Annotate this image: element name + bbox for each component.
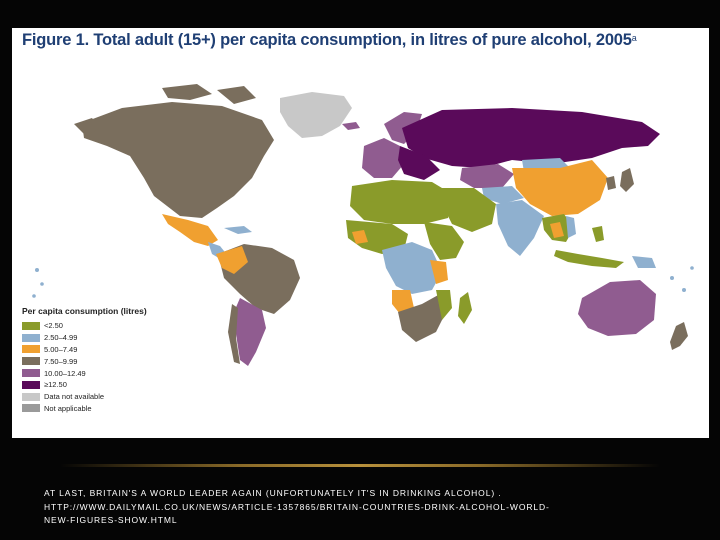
legend-item: Not applicable: [22, 403, 147, 415]
region-alaska: [74, 118, 100, 136]
legend-label: <2.50: [44, 321, 63, 331]
region-vietnam: [566, 216, 576, 238]
region-argentina: [234, 298, 266, 366]
region-iceland: [342, 122, 360, 130]
legend-swatch: [22, 369, 40, 378]
region-japan: [620, 168, 634, 192]
legend-swatch: [22, 380, 40, 389]
region-andes-north: [216, 246, 248, 274]
region-korea: [606, 176, 616, 190]
legend-item: <2.50: [22, 320, 147, 332]
region-central-asia: [460, 164, 514, 188]
region-png: [632, 256, 656, 268]
region-arctic-islands: [162, 84, 256, 104]
figure-panel: Figure 1. Total adult (15+) per capita c…: [12, 28, 709, 438]
region-mozambique: [436, 290, 452, 320]
region-madagascar: [458, 292, 472, 324]
slide-caption: AT LAST, BRITAIN'S A WORLD LEADER AGAIN …: [44, 487, 644, 528]
caption-url-line[interactable]: NEW-FIGURES-SHOW.HTML: [44, 515, 178, 525]
divider-rule: [60, 464, 660, 467]
region-caribbean: [224, 226, 252, 234]
legend-item: 5.00–7.49: [22, 344, 147, 356]
region-west-africa-orange: [352, 230, 368, 244]
region-eastern-europe: [398, 146, 440, 180]
map-legend: Per capita consumption (litres) <2.50 2.…: [22, 306, 147, 414]
region-southern-africa: [398, 294, 448, 342]
region-indonesia: [554, 250, 624, 268]
figure-title-text: Figure 1. Total adult (15+) per capita c…: [22, 31, 632, 49]
region-mexico: [162, 214, 218, 246]
legend-label: ≥12.50: [44, 380, 67, 390]
legend-item: 10.00–12.49: [22, 367, 147, 379]
region-greenland: [280, 92, 352, 138]
title-footnote-marker: a: [631, 33, 637, 43]
legend-item: ≥12.50: [22, 379, 147, 391]
region-north-america: [82, 102, 274, 218]
region-australia: [578, 280, 656, 336]
caption-line: AT LAST, BRITAIN'S A WORLD LEADER AGAIN …: [44, 488, 502, 498]
legend-swatch: [22, 392, 40, 401]
region-new-zealand: [670, 322, 688, 350]
region-west-africa: [346, 220, 408, 254]
legend-label: 10.00–12.49: [44, 368, 86, 378]
region-chile: [228, 304, 240, 364]
region-middle-east: [442, 188, 496, 232]
legend-label: 5.00–7.49: [44, 344, 78, 354]
legend-swatch: [22, 321, 40, 330]
caption-url-line[interactable]: HTTP://WWW.DAILYMAIL.CO.UK/NEWS/ARTICLE-…: [44, 501, 550, 512]
region-north-africa: [350, 180, 452, 224]
region-europe-west: [362, 138, 404, 178]
region-east-africa-orange: [430, 260, 448, 284]
world-map: [32, 84, 694, 366]
region-thailand: [550, 222, 564, 238]
region-south-asia: [496, 200, 544, 256]
figure-title: Figure 1. Total adult (15+) per capita c…: [22, 31, 637, 50]
region-china: [512, 160, 608, 216]
region-philippines: [592, 226, 604, 242]
legend-item: Data not available: [22, 391, 147, 403]
region-central-asia-south: [482, 186, 524, 204]
legend-title: Per capita consumption (litres): [22, 306, 147, 316]
legend-item: 7.50–9.99: [22, 355, 147, 367]
legend-swatch: [22, 345, 40, 354]
legend-item: 2.50–4.99: [22, 332, 147, 344]
region-east-africa: [424, 222, 464, 260]
region-pacific-islands: [32, 266, 694, 298]
legend-swatch: [22, 333, 40, 342]
region-central-africa: [382, 242, 442, 294]
legend-swatch: [22, 404, 40, 413]
region-russia: [402, 108, 660, 168]
legend-label: Not applicable: [44, 403, 92, 413]
legend-label: Data not available: [44, 392, 105, 402]
legend-label: 2.50–4.99: [44, 333, 78, 343]
legend-swatch: [22, 357, 40, 366]
legend-label: 7.50–9.99: [44, 356, 78, 366]
region-angola: [392, 290, 414, 314]
